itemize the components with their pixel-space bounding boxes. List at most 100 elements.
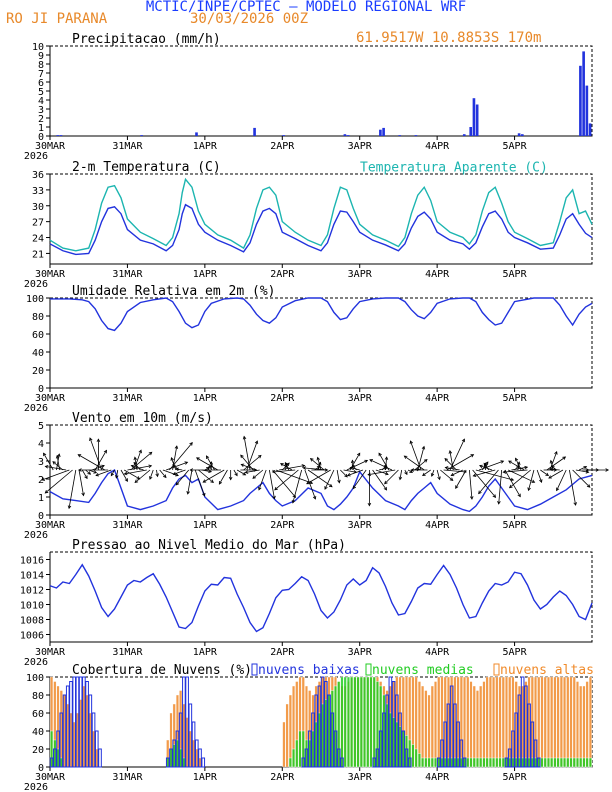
wind-arrow-shaft [252,469,264,479]
cloud-bar-nuvens-altas [434,681,438,768]
wind-arrow-head [367,502,372,507]
cloud-bar-nuvens-altas [504,676,509,768]
wind-arrow [540,469,550,477]
wind-arrow-head [240,454,244,459]
wind-arrow-shaft [503,469,528,473]
wind-arrow [546,456,567,471]
cloud-bar-nuvens-altas [572,676,576,768]
wind-arrow-shaft [284,462,290,471]
cloud-bar-nuvens-baixas [407,757,412,768]
wind-arrow-shaft [414,459,428,471]
wind-arrow [228,470,233,481]
wind-arrow [414,459,428,471]
wind-arrow-head [356,452,361,457]
wind-arrow-shaft [120,469,128,482]
cloud-bar-nuvens-baixas [333,730,338,768]
wind-arrow-shaft [130,451,153,471]
wind-arrow [284,461,290,471]
precip-bar [398,135,402,136]
precip-bar [517,133,521,136]
wind-arrow-shaft [449,450,454,471]
wind-arrow-shaft [384,469,399,485]
wind-arrow-head [133,456,138,461]
wind-arrow [316,456,322,471]
wind-arrow-shaft [507,469,535,483]
wind-arrow [440,469,454,481]
wind-arrow [479,464,493,471]
wind-arrow-shaft [431,469,435,477]
wind-arrow-shaft [94,450,107,471]
wind-arrow [469,469,474,500]
cloud-bar-nuvens-altas [566,676,570,768]
wind-arrow-head [324,486,328,490]
cloud-bar-nuvens-altas [482,681,486,768]
wind-arrow [478,469,499,495]
precip-bar [56,135,60,136]
cloud-bar-nuvens-altas [582,685,586,768]
wind-arrow-shaft [272,469,296,473]
wind-arrow-head [175,473,179,477]
wind-arrow [55,454,61,471]
cloud-bar-nuvens-medias [363,676,367,768]
temp-xtick-label: 1APR [193,269,218,280]
wind-arrow-head [130,464,135,469]
wind-arrow-head [257,454,262,459]
wind-arrow-head [77,454,82,458]
cloud-bar-nuvens-medias [482,757,486,768]
wind-arrow-shaft [88,469,97,474]
wind-arrow-head [416,467,421,472]
cloud-bar-nuvens-baixas [536,757,541,768]
wind-arrow-shaft [306,469,331,485]
wind-arrow [275,469,314,485]
precip-ytick-label: 9 [38,51,44,62]
wind-arrow-shaft [399,469,403,480]
wind-arrow-shaft [166,461,188,471]
wind-arrow [309,458,325,471]
wind-arrow [202,469,225,483]
wind-arrow [175,469,190,486]
wind-arrow [384,469,399,485]
wind-panel [41,424,610,519]
wind-arrow-shaft [196,457,218,471]
wind-arrow [407,469,414,473]
temp-xtick-label: 5APR [503,269,528,280]
wind-arrow [123,469,147,476]
wind-arrow-head [472,473,477,477]
cloud-bar-nuvens-medias [488,757,492,768]
precip-ytick-label: 6 [38,78,44,89]
wind-arrow-head [409,440,414,445]
cloud-bar-nuvens-medias [417,753,421,768]
wind-arrow-head [271,469,276,474]
wind-arrow-head [210,479,214,484]
wind-arrow-head [101,464,105,469]
precip-bar [343,134,347,136]
wind-arrow-shaft [498,469,503,504]
wind-arrow-head [350,459,355,464]
station-coords: 61.9517W 10.8853S 170m [356,30,542,46]
wind-arrow-head [115,475,119,479]
cloud-bar-nuvens-baixas [191,721,196,768]
run-time: 30/03/2026 00Z [190,11,309,27]
wind-arrow-head [280,463,284,467]
cloud-bar-nuvens-medias [566,757,570,768]
wind-arrow-head [485,461,489,466]
wind-arrow-shaft [455,469,467,489]
wind-arrow-head [170,457,174,461]
wind-arrow [56,453,61,471]
wind-arrow-shaft [131,465,144,471]
cloud-bar-nuvens-altas [466,676,470,768]
wind-arrow-head [57,453,61,458]
clouds-ytick-label: 80 [32,691,44,702]
cloud-bar-nuvens-medias [472,757,476,768]
cloud-bar-nuvens-medias [582,757,586,768]
wind-arrow [304,469,317,500]
wind-arrow-shaft [171,457,177,471]
wind-arrow [77,454,106,471]
cloud-bar-nuvens-medias [346,676,350,768]
cloud-bar-nuvens-medias [434,757,438,768]
wind-arrow-head [430,473,435,477]
wind-arrow-head [448,450,453,454]
wind-arrow-shaft [422,469,431,476]
precip-bar [414,135,418,136]
precip-year-label: 2026 [24,151,48,162]
